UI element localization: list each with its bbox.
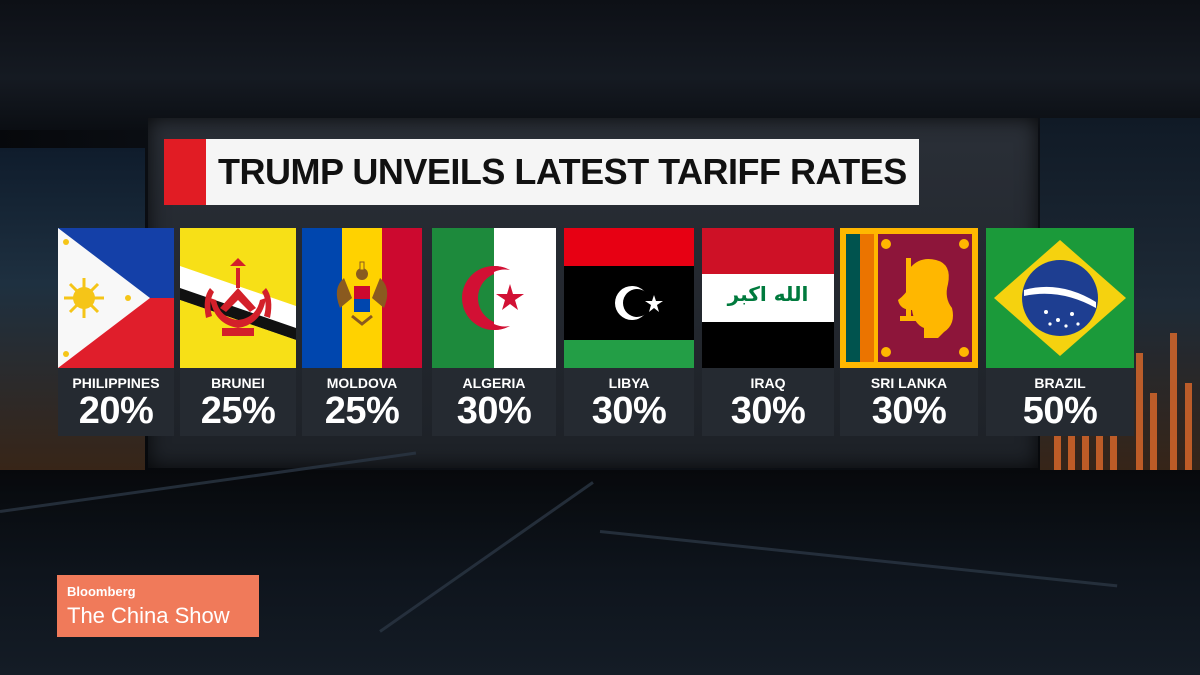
deco-bar: [1082, 423, 1089, 493]
tariff-rate: 20%: [78, 390, 154, 432]
algeria-flag-icon: [432, 228, 556, 368]
country-card-moldova: MOLDOVA 25%: [302, 228, 422, 436]
tariff-rate: 25%: [200, 390, 276, 432]
deco-bar: [1054, 433, 1061, 493]
floor-rail: [599, 530, 1118, 588]
iraq-flag-text: الله اكبر: [727, 282, 809, 306]
country-name: BRUNEI: [211, 375, 265, 391]
philippines-flag-icon: [58, 228, 174, 368]
country-name: SRI LANKA: [870, 375, 948, 391]
tariff-rate: 30%: [871, 390, 947, 432]
country-card-algeria: ALGERIA 30%: [432, 228, 556, 436]
brunei-flag-icon: [180, 228, 296, 368]
country-name: IRAQ: [750, 375, 786, 391]
tariff-rate: 50%: [1022, 390, 1098, 432]
deco-bar: [1185, 383, 1192, 493]
iraq-flag-icon: الله اكبر: [702, 228, 834, 368]
brazil-flag-icon: [986, 228, 1134, 368]
country-card-sri-lanka: SRI LANKA 30%: [840, 228, 978, 436]
bloomberg-show-logo: Bloomberg The China Show: [57, 575, 259, 637]
deco-bar: [1150, 393, 1157, 493]
deco-bar: [1136, 353, 1143, 493]
country-card-brazil: BRAZIL 50%: [986, 228, 1134, 436]
logo-brand-text: Bloomberg: [67, 584, 136, 599]
country-card-brunei: BRUNEI 25%: [180, 228, 296, 436]
country-name: LIBYA: [608, 375, 650, 391]
logo-show-text: The China Show: [67, 603, 230, 628]
tariff-rate: 30%: [591, 390, 667, 432]
country-name: BRAZIL: [1034, 375, 1086, 391]
deco-bar: [1110, 413, 1117, 493]
headline-red-accent: [164, 139, 206, 205]
headline-banner: TRUMP UNVEILS LATEST TARIFF RATES: [164, 139, 919, 205]
headline-text: TRUMP UNVEILS LATEST TARIFF RATES: [218, 151, 907, 192]
floor-rail: [379, 481, 594, 633]
tariff-rate: 30%: [456, 390, 532, 432]
country-name: PHILIPPINES: [72, 375, 160, 391]
headline-box: TRUMP UNVEILS LATEST TARIFF RATES: [206, 139, 919, 205]
tariff-rate: 25%: [324, 390, 400, 432]
tariff-rate: 30%: [730, 390, 806, 432]
country-card-iraq: الله اكبر IRAQ 30%: [702, 228, 834, 436]
country-card-philippines: PHILIPPINES 20%: [58, 228, 174, 436]
libya-flag-icon: [564, 228, 694, 368]
country-name: ALGERIA: [462, 375, 526, 391]
sri-lanka-flag-icon: [840, 228, 978, 368]
moldova-flag-icon: [302, 228, 422, 368]
country-name: MOLDOVA: [326, 375, 398, 391]
deco-bar: [1068, 403, 1075, 493]
country-card-libya: LIBYA 30%: [564, 228, 694, 436]
deco-bar: [1170, 333, 1177, 493]
studio-floor: [0, 451, 1200, 675]
studio-ceiling: [0, 0, 1200, 130]
